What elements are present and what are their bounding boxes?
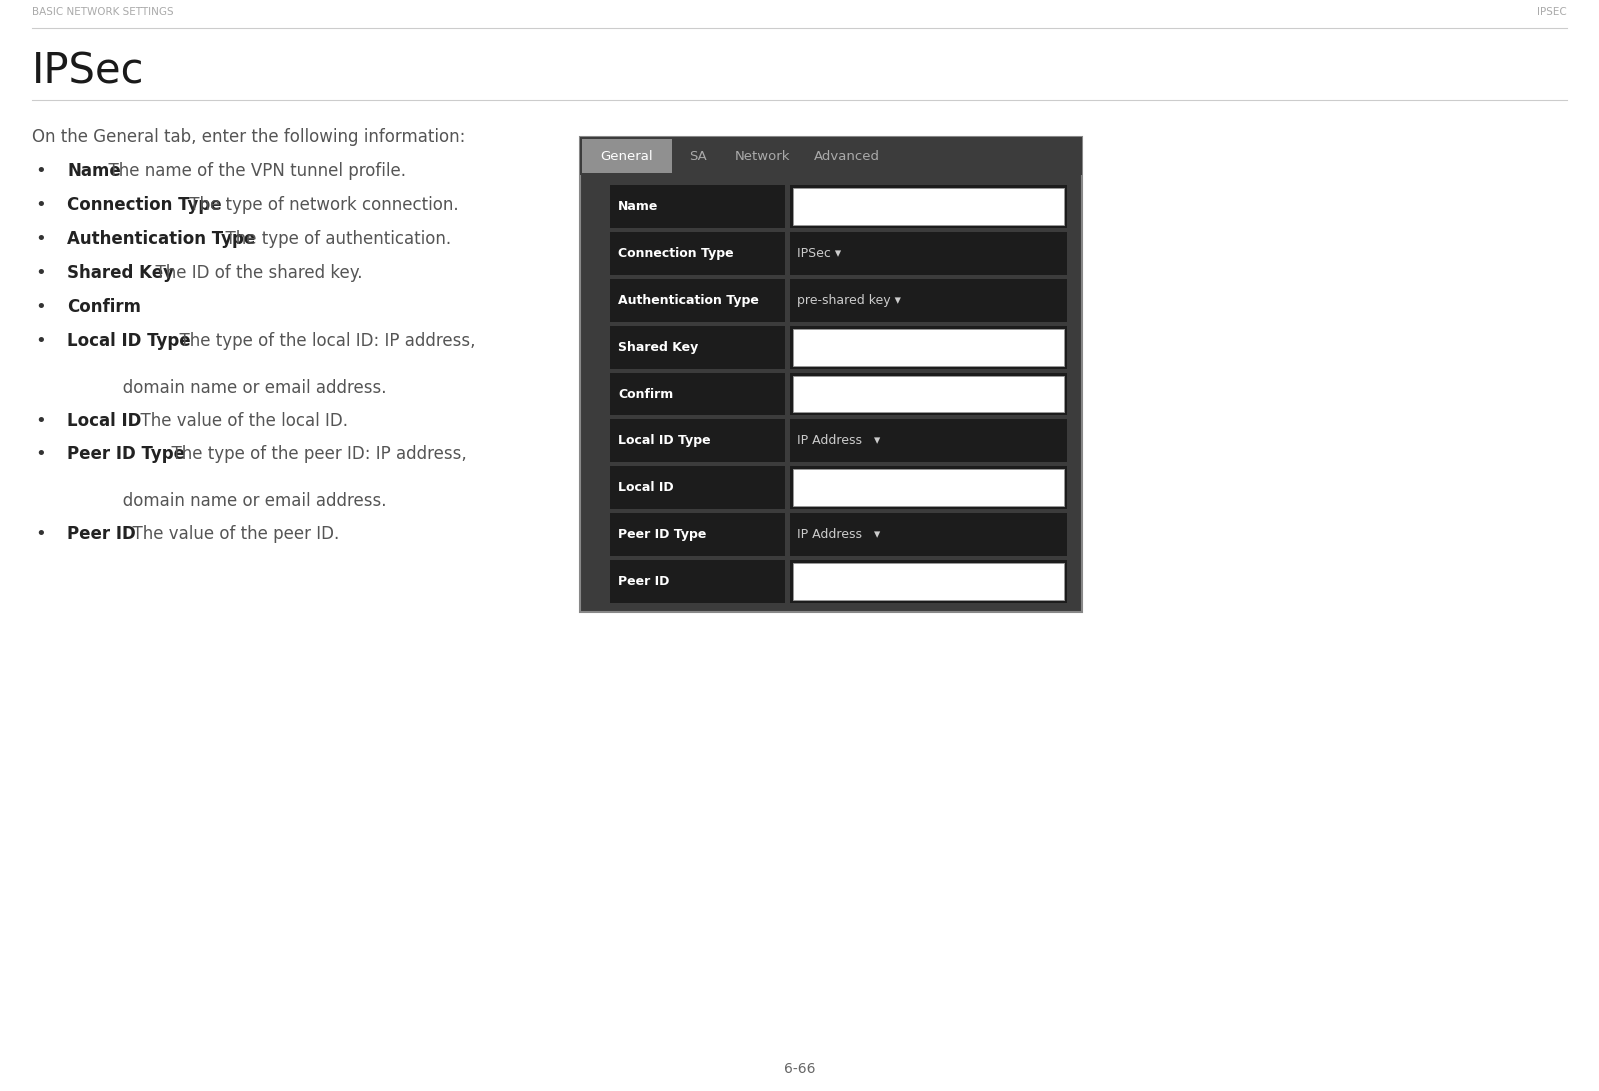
Text: 6-66: 6-66 [784,1062,815,1076]
FancyBboxPatch shape [793,469,1063,506]
FancyBboxPatch shape [676,139,721,173]
Text: Confirm: Confirm [617,387,673,400]
Text: Peer ID: Peer ID [617,575,670,588]
Text: Network: Network [736,149,790,163]
Text: •: • [35,332,46,350]
FancyBboxPatch shape [609,232,785,275]
Text: IP Address   ▾: IP Address ▾ [796,528,881,541]
Text: IPSEC: IPSEC [1537,7,1567,17]
Text: Name: Name [67,161,122,180]
Text: •: • [35,412,46,430]
Text: Local ID Type: Local ID Type [617,434,710,447]
Text: domain name or email address.: domain name or email address. [107,492,387,509]
Text: Advanced: Advanced [814,149,879,163]
FancyBboxPatch shape [609,513,785,556]
FancyBboxPatch shape [793,375,1063,412]
FancyBboxPatch shape [790,372,1067,416]
FancyBboxPatch shape [790,185,1067,228]
Text: pre-shared key ▾: pre-shared key ▾ [796,293,900,307]
FancyBboxPatch shape [609,185,785,228]
Text: The name of the VPN tunnel profile.: The name of the VPN tunnel profile. [99,161,406,180]
Text: Connection Type: Connection Type [617,247,734,260]
Text: •: • [35,264,46,281]
Text: On the General tab, enter the following information:: On the General tab, enter the following … [32,128,465,146]
Text: IPSec: IPSec [32,51,144,93]
FancyBboxPatch shape [790,560,1067,603]
Text: General: General [601,149,654,163]
FancyBboxPatch shape [790,419,1067,463]
FancyBboxPatch shape [790,232,1067,275]
Text: The value of the local ID.: The value of the local ID. [130,412,347,430]
Text: The ID of the shared key.: The ID of the shared key. [146,264,363,281]
FancyBboxPatch shape [793,188,1063,225]
Text: •: • [35,525,46,543]
Text: IPSec ▾: IPSec ▾ [796,247,841,260]
FancyBboxPatch shape [609,279,785,322]
Text: Local ID: Local ID [617,481,673,494]
FancyBboxPatch shape [580,137,1083,175]
Text: The type of the local ID: IP address,: The type of the local ID: IP address, [168,332,475,350]
Text: Authentication Type: Authentication Type [67,230,256,248]
FancyBboxPatch shape [804,139,889,173]
Text: Shared Key: Shared Key [67,264,174,281]
FancyBboxPatch shape [609,326,785,369]
Text: Connection Type: Connection Type [67,196,222,214]
Text: Confirm: Confirm [67,298,141,316]
Text: •: • [35,161,46,180]
FancyBboxPatch shape [790,466,1067,509]
FancyBboxPatch shape [609,419,785,463]
FancyBboxPatch shape [609,560,785,603]
Text: •: • [35,230,46,248]
FancyBboxPatch shape [790,326,1067,369]
Text: The type of authentication.: The type of authentication. [216,230,451,248]
FancyBboxPatch shape [793,563,1063,600]
Text: Name: Name [617,200,659,213]
Text: Peer ID Type: Peer ID Type [67,445,185,463]
FancyBboxPatch shape [582,139,672,173]
FancyBboxPatch shape [609,466,785,509]
Text: Authentication Type: Authentication Type [617,293,760,307]
FancyBboxPatch shape [793,328,1063,365]
FancyBboxPatch shape [790,513,1067,556]
Text: Peer ID: Peer ID [67,525,136,543]
Text: The value of the peer ID.: The value of the peer ID. [122,525,339,543]
Text: •: • [35,298,46,316]
FancyBboxPatch shape [790,279,1067,322]
Text: The type of the peer ID: IP address,: The type of the peer ID: IP address, [161,445,467,463]
FancyBboxPatch shape [609,372,785,416]
Text: •: • [35,445,46,463]
Text: The type of network connection.: The type of network connection. [184,196,459,214]
FancyBboxPatch shape [580,137,1083,612]
FancyBboxPatch shape [724,139,800,173]
Text: BASIC NETWORK SETTINGS: BASIC NETWORK SETTINGS [32,7,174,17]
Text: Local ID: Local ID [67,412,142,430]
Text: •: • [35,196,46,214]
Text: Shared Key: Shared Key [617,340,699,353]
Text: Local ID Type: Local ID Type [67,332,190,350]
Text: SA: SA [689,149,707,163]
Text: domain name or email address.: domain name or email address. [107,379,387,397]
Text: IP Address   ▾: IP Address ▾ [796,434,881,447]
Text: Peer ID Type: Peer ID Type [617,528,707,541]
